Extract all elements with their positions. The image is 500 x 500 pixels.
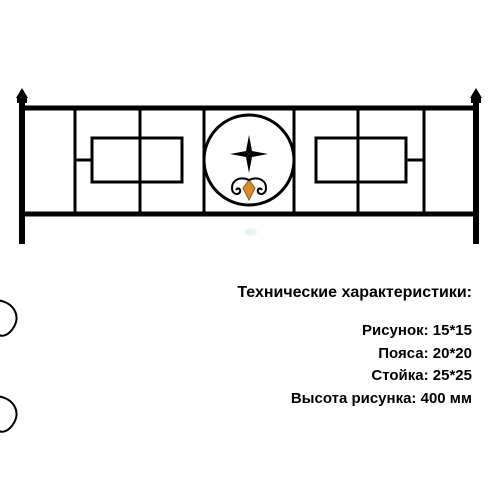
specs-block: Технические характеристики: Рисунок: 15*… <box>237 284 472 410</box>
spec-line-2: Стойка: 25*25 <box>237 365 472 388</box>
right-panel-rect <box>316 138 406 182</box>
gem-icon <box>243 180 255 200</box>
fence-drawing <box>0 0 500 500</box>
side-scroll-top <box>0 300 17 336</box>
right-finial <box>470 88 482 98</box>
spec-line-3: Высота рисунка: 400 мм <box>237 388 472 411</box>
left-finial <box>16 88 28 98</box>
center-star-icon <box>230 135 268 200</box>
specs-title: Технические характеристики: <box>237 284 472 302</box>
spec-line-1: Пояса: 20*20 <box>237 343 472 366</box>
side-scroll-bot <box>0 396 17 432</box>
watermark-icon <box>244 227 258 237</box>
spec-line-0: Рисунок: 15*15 <box>237 320 472 343</box>
left-panel-rect <box>92 138 182 182</box>
watermark <box>244 227 260 238</box>
